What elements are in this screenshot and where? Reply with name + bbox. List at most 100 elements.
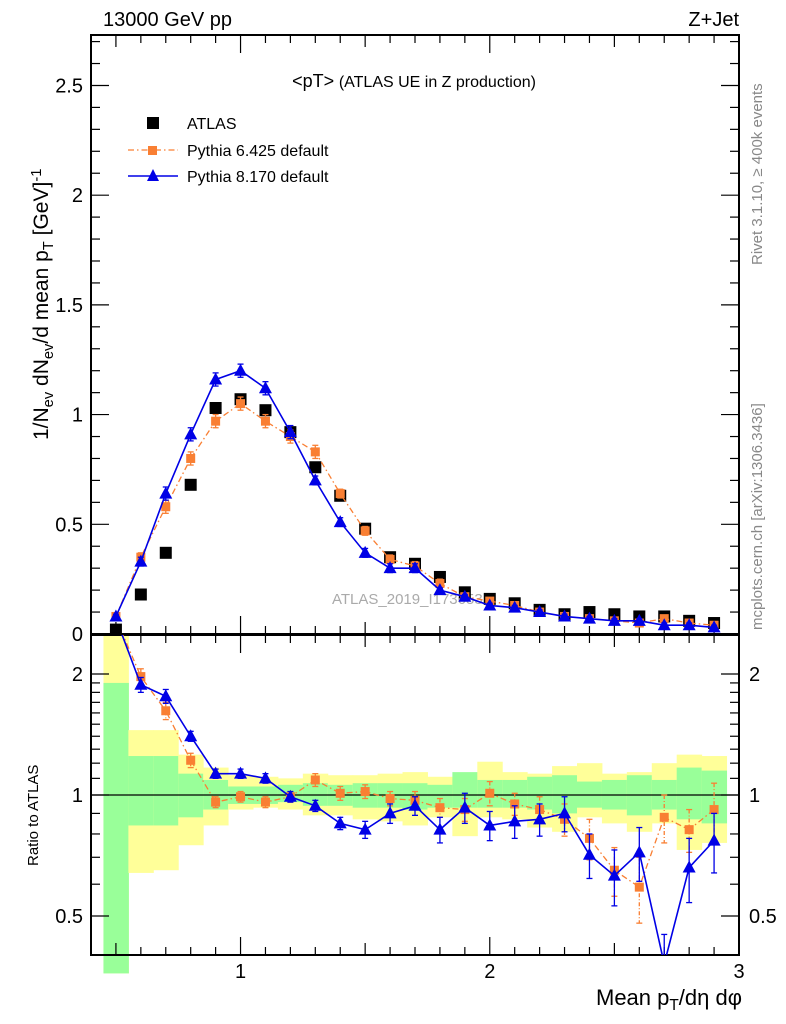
atlas-data-point xyxy=(259,404,272,417)
py8-data-point xyxy=(483,598,497,611)
py8-data-point xyxy=(134,677,148,690)
label-part: ev xyxy=(41,391,57,407)
py8-data-point xyxy=(707,620,721,633)
py8-data-point xyxy=(658,957,671,969)
x-tick-label: 3 xyxy=(733,961,744,983)
label-part: [GeV] xyxy=(30,182,53,242)
py6-data-point xyxy=(385,794,395,804)
legend-label-atlas: ATLAS xyxy=(187,116,237,133)
py8-data-point xyxy=(358,822,372,835)
py6-data-point xyxy=(335,489,345,499)
ratio-y-axis-label: Ratio to ATLAS xyxy=(25,765,42,866)
py8-data-point xyxy=(508,814,522,827)
label-part: -1 xyxy=(29,169,45,182)
label-part: T xyxy=(41,241,57,250)
py6-data-point xyxy=(335,788,345,798)
plot-subtitle: (ATLAS UE in Z production) xyxy=(339,74,536,91)
py6-data-point xyxy=(709,805,719,815)
band-stat xyxy=(103,682,129,974)
py8-data-point xyxy=(383,561,397,574)
py8-data-point xyxy=(109,609,123,622)
x-axis-label: Mean pT/dη dφ xyxy=(596,985,742,1014)
main-series-layer xyxy=(109,363,721,636)
py6-data-point xyxy=(360,787,370,797)
py8-data-point xyxy=(234,363,248,376)
plot-title: <pT> (ATLAS UE in Z production) xyxy=(292,71,536,91)
x-tick-label: 1 xyxy=(235,961,246,983)
ratio-y-tick-label: 0.5 xyxy=(55,906,83,928)
py6-data-point xyxy=(236,792,246,802)
y-tick-label: 0.5 xyxy=(55,514,83,536)
py6-data-point xyxy=(186,755,196,765)
py8-data-point xyxy=(283,425,297,438)
y-tick-label: 1 xyxy=(72,405,83,427)
ratio-series-layer xyxy=(121,635,721,969)
main-panel: 0 0.5 1 1.5 2 2.5 xyxy=(55,34,740,653)
py8-data-point xyxy=(308,473,322,486)
py8-data-point xyxy=(707,833,721,846)
py8-data-point xyxy=(134,554,148,567)
py8-data-point xyxy=(682,860,696,873)
py8-data-point xyxy=(533,605,547,618)
py6-data-point xyxy=(236,399,246,409)
ratio-y-tick-label: 1 xyxy=(72,785,83,807)
side-label-rivet: Rivet 3.1.10, ≥ 400k events xyxy=(749,83,766,265)
py6-data-point xyxy=(260,797,270,807)
label-part: ev xyxy=(41,343,57,359)
py8-data-point xyxy=(258,381,272,394)
atlas-data-point xyxy=(309,461,322,474)
legend-marker-atlas xyxy=(147,117,159,129)
ratio-y-tick-label: 2 xyxy=(72,664,83,686)
header-left: 13000 GeV pp xyxy=(103,9,232,31)
legend-label-py6: Pythia 6.425 default xyxy=(187,143,329,160)
ratio-y-tick-label-right: 2 xyxy=(749,664,760,686)
py8-data-point xyxy=(582,847,596,860)
py8-data-point xyxy=(433,583,447,596)
py8-data-point xyxy=(458,800,472,813)
ratio-y-tick-label-right: 1 xyxy=(749,785,760,807)
py6-data-point xyxy=(161,502,171,512)
py6-data-point xyxy=(659,812,669,822)
py6-data-point xyxy=(485,788,495,798)
py8-data-point xyxy=(209,372,223,385)
py6-data-point xyxy=(684,825,694,835)
py8-data-point xyxy=(408,561,422,574)
header-right: Z+Jet xyxy=(688,9,739,31)
py6-data-point xyxy=(186,453,196,463)
py8-data-point xyxy=(607,868,621,881)
watermark: ATLAS_2019_I1736531 xyxy=(332,591,491,608)
y-tick-label: 1.5 xyxy=(55,295,83,317)
py8-line xyxy=(115,369,715,629)
plot-title-main: <pT> xyxy=(292,71,334,91)
py8-data-point xyxy=(657,618,671,631)
py8-data-point xyxy=(383,806,397,819)
py6-data-point xyxy=(260,416,270,426)
py8-data-point xyxy=(234,766,248,779)
label-part: dN xyxy=(30,359,53,392)
ratio-panel: 1 2 3 0.5 0.5 1 1 2 2 xyxy=(55,634,777,983)
py8-data-point xyxy=(682,618,696,631)
py8-data-point xyxy=(582,611,596,624)
label-part: 1/N xyxy=(30,407,53,440)
py8-data-point xyxy=(558,806,572,819)
py8-data-point xyxy=(308,798,322,811)
py6-data-point xyxy=(310,775,320,785)
py8-data-point xyxy=(558,609,572,622)
py6-data-point xyxy=(634,882,644,892)
band-stat xyxy=(128,756,154,826)
py8-data-point xyxy=(433,822,447,835)
ratio-y-tick-label-right: 0.5 xyxy=(749,906,777,928)
py8-data-point xyxy=(358,545,372,558)
y-axis-label: 1/Nev dNev/d mean pT [GeV]-1 xyxy=(29,169,56,440)
y-tick-label: 0 xyxy=(72,624,83,646)
label-part: /dη dφ xyxy=(679,985,742,1010)
band-stat xyxy=(427,784,453,808)
py8-data-point xyxy=(483,818,497,831)
legend-label-py8: Pythia 8.170 default xyxy=(187,169,329,186)
py8-data-point xyxy=(508,600,522,613)
py8-data-point xyxy=(159,689,173,702)
py8-data-point xyxy=(283,789,297,802)
side-label-mcplots: mcplots.cern.ch [arXiv:1306.3436] xyxy=(749,403,766,630)
band-stat xyxy=(153,756,179,826)
